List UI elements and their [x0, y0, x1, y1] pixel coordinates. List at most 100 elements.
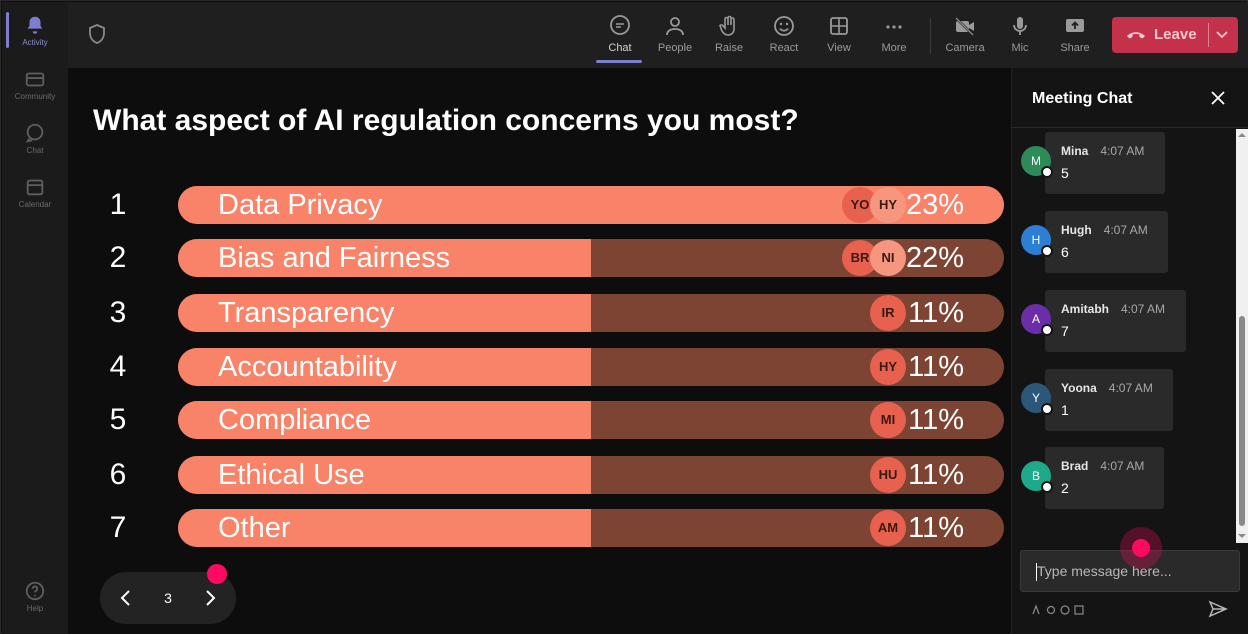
chat-message: Hugh 4:07 AM 6 H: [1012, 211, 1235, 275]
option-bar: Data Privacy YO HY 23%: [178, 186, 1004, 224]
toolbar-chat-button[interactable]: Chat: [596, 12, 644, 63]
presence-status: [1041, 403, 1053, 415]
toolbar-more-button[interactable]: More: [870, 12, 918, 62]
click-marker: [207, 564, 227, 584]
chat-message-list[interactable]: Mina 4:07 AM 5 M Hugh 4:07 AM 6 H Amitabh 4:07 AM…: [1012, 129, 1235, 543]
toolbar-view-button[interactable]: View: [815, 12, 863, 62]
toolbar-react-button[interactable]: React: [760, 12, 808, 62]
option-label: Transparency: [218, 297, 395, 329]
message-bubble: Yoona 4:07 AM 1: [1045, 369, 1173, 431]
scrollbar-thumb[interactable]: [1239, 316, 1245, 526]
people-icon: [666, 17, 684, 36]
option-label: Ethical Use: [218, 459, 365, 491]
chevron-left-icon[interactable]: [116, 588, 136, 608]
message-time: 4:07 AM: [1108, 381, 1153, 395]
scroll-down-icon[interactable]: [1238, 532, 1246, 540]
community-icon: [25, 72, 45, 87]
message-bubble: Hugh 4:07 AM 6: [1045, 211, 1168, 273]
message-text: 6: [1061, 244, 1069, 260]
chevron-down-icon[interactable]: [1214, 28, 1230, 42]
message-input[interactable]: [1021, 551, 1239, 591]
avatar[interactable]: A: [1021, 304, 1053, 336]
poll-option[interactable]: 7 Other AM 11%: [68, 509, 1010, 547]
toolbar-share-label: Share: [1060, 42, 1090, 54]
voter-avatar: HY: [870, 349, 906, 385]
chat-icon: [610, 15, 630, 35]
message-author: Amitabh: [1061, 302, 1109, 316]
poll-option[interactable]: 1 Data Privacy YO HY 23%: [68, 186, 1010, 224]
avatar[interactable]: Y: [1021, 383, 1053, 415]
toolbar-chat-label: Chat: [608, 42, 632, 54]
option-bar: Compliance MI 11%: [178, 401, 1004, 439]
message-bubble: Mina 4:07 AM 5: [1045, 132, 1165, 194]
poll-option[interactable]: 6 Ethical Use HU 11%: [68, 456, 1010, 494]
rail-item-activity[interactable]: Activity: [2, 6, 68, 56]
rail-item-chat[interactable]: Chat: [2, 114, 68, 164]
toolbar-view-label: View: [827, 42, 851, 54]
toolbar-more-label: More: [881, 42, 907, 54]
poll-stage: What aspect of AI regulation concerns yo…: [68, 68, 1010, 634]
chevron-right-icon[interactable]: [200, 588, 220, 608]
rail-item-help[interactable]: Help: [2, 572, 68, 622]
option-bar: Accountability HY 11%: [178, 348, 1004, 386]
message-text: 7: [1061, 323, 1069, 339]
close-icon[interactable]: [1210, 90, 1226, 106]
option-percent: 22%: [905, 242, 964, 274]
hang-up-icon: [1127, 32, 1145, 39]
rail-item-calendar[interactable]: Calendar: [2, 168, 68, 218]
option-label: Data Privacy: [218, 189, 383, 221]
chat-message: Yoona 4:07 AM 1 Y: [1012, 369, 1235, 433]
option-percent: 11%: [908, 351, 964, 383]
poll-option[interactable]: 5 Compliance MI 11%: [68, 401, 1010, 439]
chat-scrollbar[interactable]: [1236, 129, 1248, 543]
avatar[interactable]: H: [1021, 225, 1053, 257]
rail-item-label: Community: [14, 92, 56, 101]
message-compose[interactable]: [1020, 550, 1240, 592]
option-label: Accountability: [218, 351, 397, 383]
option-bar: Transparency IR 11%: [178, 294, 1004, 332]
avatar[interactable]: M: [1021, 146, 1053, 178]
message-author: Brad: [1061, 459, 1089, 473]
emoji-icon: [774, 16, 794, 36]
rail-item-community[interactable]: Community: [2, 60, 68, 110]
more-icon: [886, 25, 902, 29]
option-bar-fill: [178, 348, 591, 386]
click-marker: [1132, 539, 1150, 557]
option-bar-fill: [178, 401, 591, 439]
avatar[interactable]: B: [1021, 461, 1053, 493]
toolbar-people-button[interactable]: People: [651, 12, 699, 62]
option-number: 3: [109, 296, 127, 329]
poll-option[interactable]: 3 Transparency IR 11%: [68, 294, 1010, 332]
message-text: 1: [1061, 402, 1069, 418]
avatar-initial: M: [1031, 154, 1041, 168]
app-rail: Activity Community Chat Calendar Help: [2, 2, 68, 634]
voter-avatar: IR: [870, 295, 906, 331]
rail-item-label: Activity: [22, 38, 48, 47]
option-percent: 11%: [908, 404, 964, 436]
send-icon[interactable]: [1208, 599, 1228, 619]
toolbar-camera-button[interactable]: Camera: [941, 12, 989, 62]
toolbar-share-button[interactable]: Share: [1051, 12, 1099, 62]
message-time: 4:07 AM: [1100, 144, 1145, 158]
option-number: 7: [109, 511, 127, 544]
poll-option[interactable]: 2 Bias and Fairness BR NI 22%: [68, 239, 1010, 277]
shield-icon[interactable]: [88, 24, 106, 44]
message-time: 4:07 AM: [1121, 302, 1166, 316]
chat-message: Mina 4:07 AM 5 M: [1012, 132, 1235, 196]
avatar-initial: B: [1031, 469, 1040, 483]
presence-status: [1041, 481, 1053, 493]
poll-option[interactable]: 4 Accountability HY 11%: [68, 348, 1010, 386]
option-number: 5: [109, 403, 127, 436]
toolbar-mic-button[interactable]: Mic: [996, 12, 1044, 62]
toolbar-raise-button[interactable]: Raise: [705, 12, 753, 62]
leave-button[interactable]: Leave: [1112, 17, 1238, 53]
toolbar-divider: [930, 18, 931, 54]
hand-icon: [719, 15, 735, 36]
voter-avatar: YO: [842, 187, 878, 223]
page-number: 3: [164, 590, 172, 606]
voter-avatar: NI: [870, 240, 906, 276]
format-tools-icon[interactable]: [1032, 604, 1092, 616]
option-number: 2: [109, 241, 127, 274]
scroll-up-icon[interactable]: [1238, 131, 1246, 139]
message-bubble: Brad 4:07 AM 2: [1045, 447, 1164, 509]
